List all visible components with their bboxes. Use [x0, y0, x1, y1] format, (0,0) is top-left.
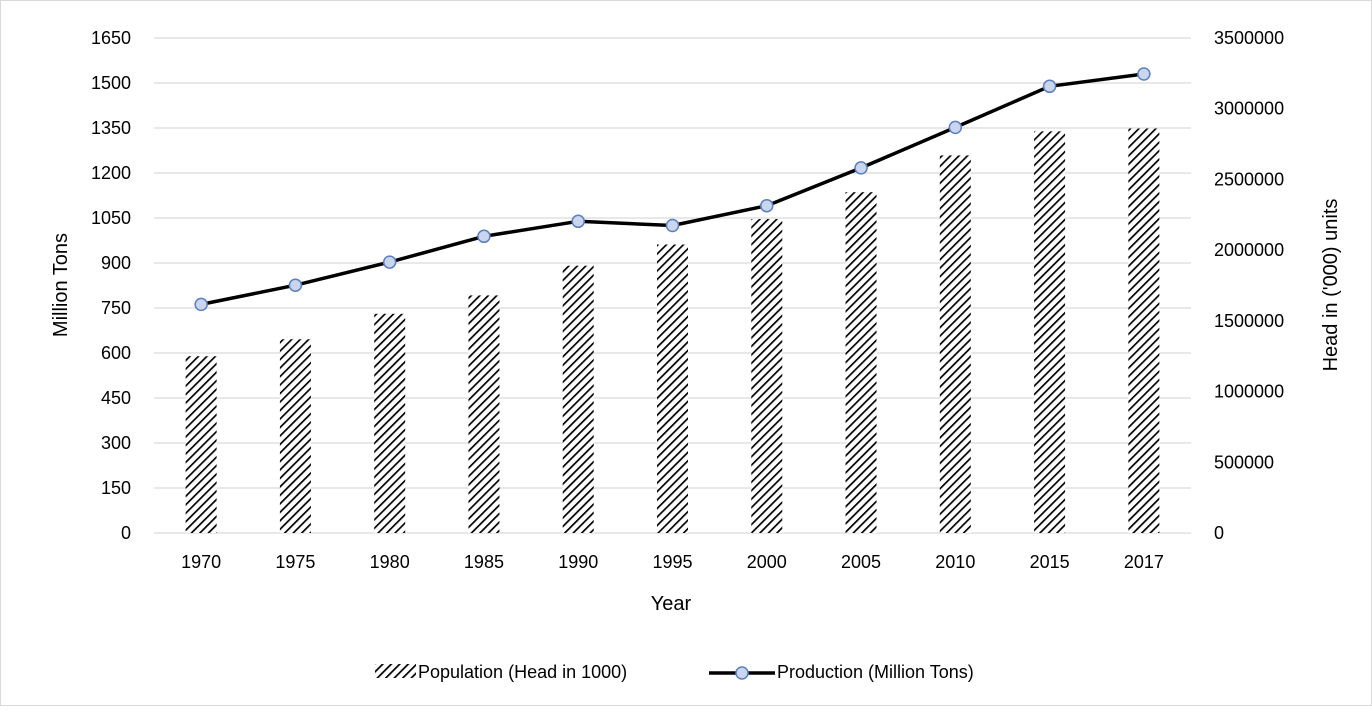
x-axis-title: Year	[651, 593, 692, 615]
population-bar	[1034, 131, 1066, 534]
left-tick-label: 0	[121, 523, 131, 543]
production-marker	[948, 120, 963, 135]
right-tick-label: 2500000	[1214, 169, 1284, 189]
right-tick-label: 3500000	[1214, 28, 1284, 48]
population-bar	[845, 192, 877, 533]
x-tick-label: 1990	[558, 552, 598, 572]
population-bar	[939, 155, 971, 533]
population-bar	[185, 356, 217, 533]
x-tick-label: 2000	[747, 552, 787, 572]
left-tick-label: 150	[101, 478, 131, 498]
x-tick-label: 1975	[275, 552, 315, 572]
population-bar	[279, 339, 311, 533]
left-tick-label: 900	[101, 253, 131, 273]
production-marker	[382, 255, 397, 269]
right-axis-title: Head in ('000) units	[1320, 199, 1342, 372]
left-tick-label: 300	[101, 433, 131, 453]
legend-label-production: Production (Million Tons)	[777, 662, 974, 682]
right-tick-label: 500000	[1214, 452, 1274, 472]
left-tick-label: 1650	[91, 28, 131, 48]
population-bar	[751, 219, 783, 533]
legend-marker-production	[735, 666, 749, 680]
right-axis-ticks: 0 500000 1000000 1500000 2000000 2500000 30000…	[1214, 28, 1284, 543]
right-tick-label: 1500000	[1214, 311, 1284, 331]
population-bar	[1128, 128, 1160, 533]
x-tick-label: 1985	[464, 552, 504, 572]
line-series	[194, 67, 1151, 312]
legend: Population (Head in 1000) Production (Mi…	[375, 662, 974, 682]
right-tick-label: 2000000	[1214, 240, 1284, 260]
x-tick-label: 1995	[652, 552, 692, 572]
population-bar	[374, 313, 406, 533]
population-bar	[468, 295, 500, 533]
left-axis-ticks: 0 150 300 450 600 750 900 1050 1200 1350 1500 1650	[91, 28, 131, 543]
x-tick-label: 1970	[181, 552, 221, 572]
population-bar	[657, 244, 688, 533]
left-tick-label: 1500	[91, 73, 131, 93]
production-marker	[854, 161, 868, 175]
x-axis-ticks: 1970 1975 1980 1985 1990 1995 2000 2005 2010 2015…	[181, 552, 1164, 572]
right-tick-label: 1000000	[1214, 382, 1284, 402]
left-tick-label: 750	[101, 298, 131, 318]
production-marker	[477, 229, 491, 244]
left-tick-label: 450	[101, 388, 131, 408]
production-marker	[760, 198, 774, 213]
bar-series	[185, 128, 1160, 534]
production-marker	[571, 214, 585, 229]
left-tick-label: 1350	[91, 118, 131, 138]
production-marker	[1137, 67, 1151, 81]
production-marker	[288, 278, 303, 292]
x-tick-label: 2005	[841, 552, 881, 572]
population-bar	[562, 265, 594, 533]
x-tick-label: 2017	[1124, 552, 1164, 572]
production-marker	[1042, 79, 1057, 94]
left-tick-label: 1200	[91, 163, 131, 183]
x-tick-label: 2015	[1030, 552, 1070, 572]
left-axis-title: Million Tons	[50, 233, 72, 337]
legend-label-population: Population (Head in 1000)	[418, 662, 627, 682]
legend-swatch-population	[375, 664, 416, 678]
x-tick-label: 2010	[935, 552, 975, 572]
left-tick-label: 600	[101, 343, 131, 363]
production-marker	[665, 218, 680, 233]
x-tick-label: 1980	[370, 552, 410, 572]
right-tick-label: 0	[1214, 523, 1224, 543]
left-tick-label: 1050	[91, 208, 131, 228]
right-tick-label: 3000000	[1214, 99, 1284, 119]
production-marker	[194, 297, 208, 312]
